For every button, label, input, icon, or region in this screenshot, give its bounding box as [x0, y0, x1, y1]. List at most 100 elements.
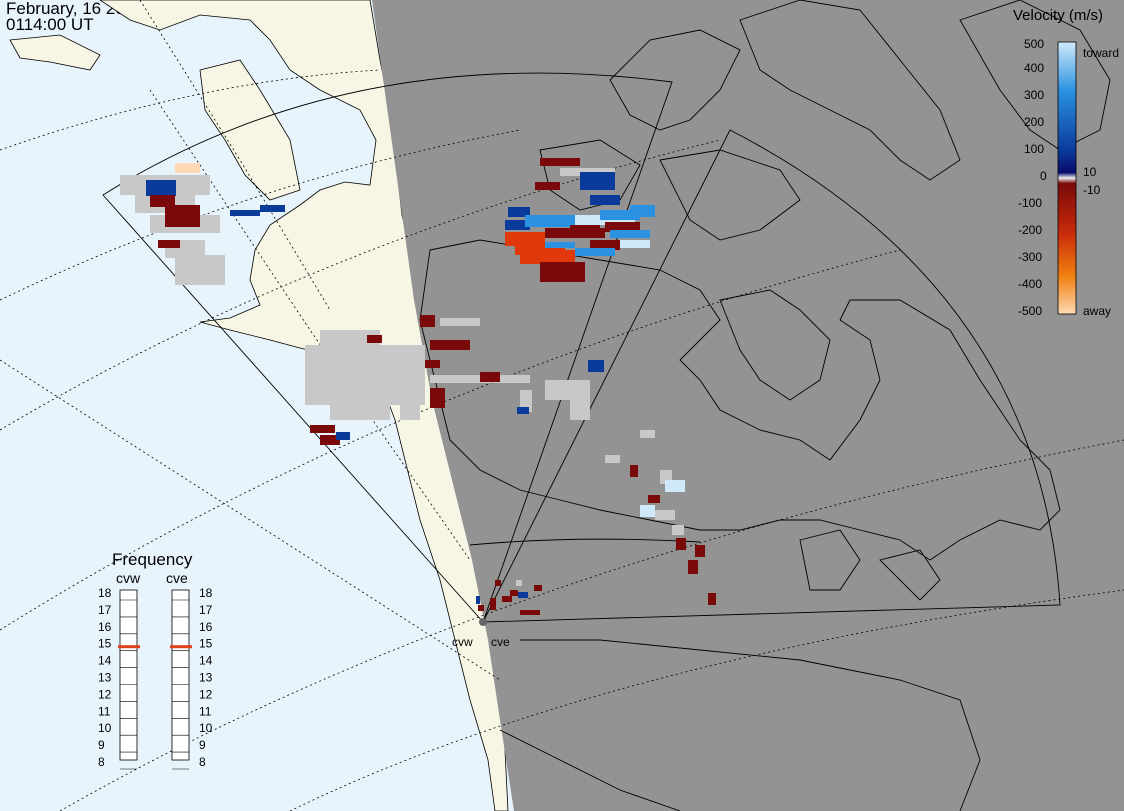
velocity-cell [695, 545, 705, 557]
velocity-tick-label: 10 [1083, 165, 1097, 179]
velocity-cell [260, 205, 285, 212]
velocity-cell [320, 330, 380, 350]
frequency-tick-right: 11 [199, 704, 212, 718]
velocity-cell [525, 215, 575, 227]
velocity-tick-label: -500 [1018, 304, 1042, 318]
velocity-tick-label: 500 [1024, 37, 1044, 51]
frequency-tick-left: 15 [98, 637, 112, 651]
velocity-tick-label: 300 [1024, 88, 1044, 102]
frequency-tick-right: 13 [199, 671, 213, 685]
velocity-cell [672, 525, 684, 535]
frequency-tick-left: 16 [98, 620, 112, 634]
frequency-left-radar: cvw [116, 570, 141, 586]
frequency-tick-left: 17 [98, 603, 112, 617]
frequency-marker [118, 645, 140, 649]
velocity-cell [630, 465, 638, 477]
velocity-cell [648, 495, 660, 503]
velocity-cell [540, 158, 580, 166]
frequency-tick-right: 15 [199, 637, 213, 651]
velocity-tick-label: -200 [1018, 223, 1042, 237]
velocity-cell [420, 315, 435, 327]
velocity-cell [440, 318, 480, 326]
velocity-cell [480, 372, 500, 382]
velocity-cell [545, 242, 575, 248]
velocity-cell [520, 250, 575, 264]
velocity-cell [605, 455, 620, 463]
velocity-cell [505, 232, 545, 246]
velocity-cell [676, 538, 686, 550]
velocity-cell [518, 592, 528, 598]
velocity-tick-label: -100 [1018, 196, 1042, 210]
velocity-cell [310, 425, 335, 433]
velocity-cell [505, 220, 530, 230]
velocity-cell [605, 222, 640, 232]
velocity-cell [400, 400, 420, 420]
velocity-cell [175, 255, 225, 285]
velocity-tick-label: -400 [1018, 277, 1042, 291]
velocity-cell [367, 335, 382, 343]
velocity-cell [640, 430, 655, 438]
velocity-cell [508, 207, 530, 217]
velocity-cell [535, 182, 560, 190]
frequency-tick-right: 17 [199, 603, 213, 617]
velocity-cell [540, 262, 585, 282]
frequency-tick-right: 9 [199, 738, 206, 752]
velocity-cell [520, 610, 540, 615]
frequency-tick-right: 10 [199, 721, 213, 735]
frequency-right-radar: cve [166, 570, 188, 586]
velocity-cell [570, 225, 600, 235]
velocity-tick-label: 400 [1024, 61, 1044, 75]
radar-site-marker[interactable] [479, 618, 487, 626]
radar-label-cvw: cvw [452, 635, 473, 649]
frequency-tick-left: 13 [98, 671, 112, 685]
frequency-tick-right: 16 [199, 620, 213, 634]
frequency-tick-left: 9 [98, 738, 105, 752]
velocity-cell [510, 590, 518, 596]
velocity-cell [590, 195, 620, 205]
velocity-tick-label: -10 [1083, 183, 1101, 197]
radar-fov [102, 72, 1061, 623]
velocity-cell [146, 180, 176, 196]
velocity-cell [476, 596, 480, 604]
frequency-marker [170, 645, 192, 649]
velocity-cell [590, 240, 620, 250]
velocity-cell [175, 163, 200, 173]
velocity-title: Velocity (m/s) [1013, 7, 1103, 24]
frequency-title: Frequency [112, 550, 193, 569]
velocity-cell [620, 240, 650, 248]
velocity-cell [150, 195, 175, 207]
velocity-tick-label: -300 [1018, 250, 1042, 264]
velocity-cell [665, 480, 685, 492]
velocity-cell [708, 593, 716, 605]
landmass-night-outline [419, 0, 1111, 811]
velocity-cell [430, 388, 445, 408]
velocity-cell [478, 605, 484, 611]
velocity-cell [502, 596, 512, 602]
velocity-cell [165, 205, 200, 227]
velocity-tick-label: 100 [1024, 142, 1044, 156]
frequency-tick-left: 18 [98, 586, 112, 600]
velocity-cell [516, 580, 522, 586]
frequency-tick-left: 12 [98, 687, 112, 701]
velocity-tick-label: 0 [1040, 169, 1047, 183]
velocity-cell [610, 230, 650, 238]
velocity-cell [575, 248, 615, 256]
velocity-cell [570, 380, 590, 420]
frequency-tick-left: 10 [98, 721, 112, 735]
velocity-cell [158, 240, 180, 248]
frequency-tick-left: 14 [98, 654, 112, 668]
frequency-tick-right: 12 [199, 687, 213, 701]
velocity-cells [120, 158, 716, 615]
velocity-cell [520, 390, 532, 412]
velocity-cell [640, 505, 655, 517]
velocity-cell [425, 360, 440, 368]
radar-label-cve: cve [491, 635, 510, 649]
velocity-cell [320, 435, 340, 445]
frequency-panel: Frequency cvw cve 18 18 17 17 16 16 15 15 14 14 13… [98, 550, 213, 770]
velocity-cell [430, 340, 470, 350]
frequency-tick-left: 8 [98, 755, 105, 769]
velocity-cell [336, 432, 350, 440]
frequency-tick-right: 14 [199, 654, 213, 668]
